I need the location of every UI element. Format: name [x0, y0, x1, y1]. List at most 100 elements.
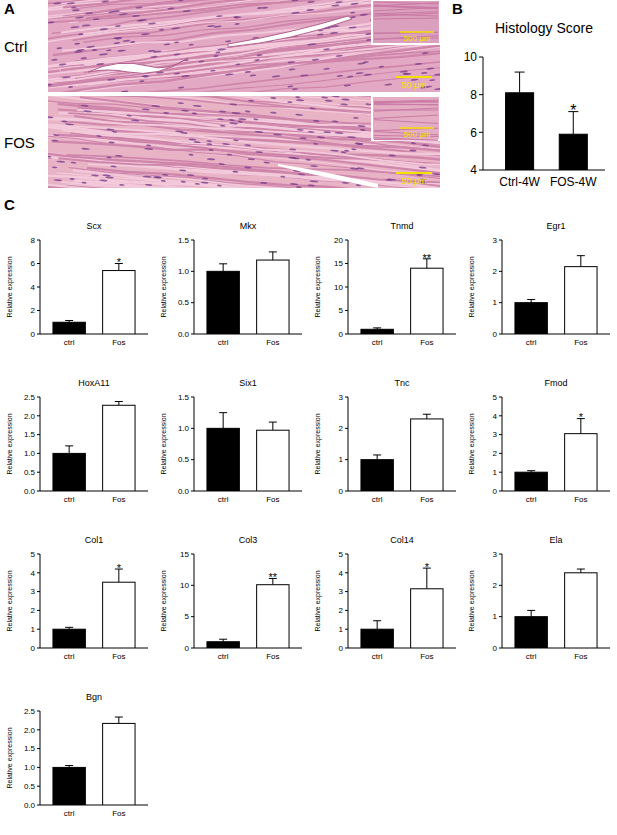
- y-tick: [37, 287, 40, 288]
- nucleus: [308, 131, 315, 133]
- inset-fiber: [374, 14, 438, 16]
- nucleus: [229, 119, 235, 121]
- y-tick: [37, 434, 40, 435]
- y-tick: [37, 453, 40, 454]
- y-axis-label: Relative expression: [314, 570, 322, 631]
- scale-bar: [396, 76, 432, 78]
- chart-title: HoxA11: [78, 378, 109, 388]
- y-tick-label: 3: [493, 430, 498, 439]
- nucleus: [244, 166, 252, 168]
- nucleus: [119, 13, 128, 16]
- nucleus: [62, 120, 68, 122]
- inset-fiber: [374, 115, 438, 118]
- bar-chart: HoxA11Relative expression0.00.51.01.52.0…: [6, 378, 148, 504]
- nucleus: [130, 41, 135, 43]
- nucleus: [143, 175, 152, 178]
- nucleus: [71, 26, 80, 29]
- y-tick: [345, 572, 348, 573]
- y-tick-label: 0: [339, 330, 344, 339]
- nucleus: [48, 155, 51, 157]
- bar: [207, 642, 239, 648]
- error-cap: [219, 639, 227, 640]
- nucleus: [298, 173, 305, 175]
- nucleus: [263, 161, 270, 163]
- nucleus: [194, 141, 201, 143]
- y-tick-label: 1: [339, 455, 344, 464]
- y-tick-label: 5: [339, 550, 344, 559]
- y-tick: [499, 434, 502, 435]
- y-tick: [345, 459, 348, 460]
- y-tick: [345, 310, 348, 311]
- y-axis-label: Relative expression: [160, 256, 168, 317]
- y-tick: [499, 648, 502, 649]
- y-tick: [345, 648, 348, 649]
- error-stem: [69, 446, 70, 454]
- x-tick-label: Fos: [266, 338, 279, 347]
- nucleus: [174, 41, 179, 43]
- y-tick: [191, 271, 194, 272]
- bar: [53, 767, 85, 805]
- plot-marks: [515, 569, 597, 648]
- nucleus: [257, 7, 262, 9]
- nucleus: [145, 184, 152, 186]
- y-tick-label: 4: [493, 412, 498, 421]
- nucleus: [421, 72, 428, 74]
- bar: [361, 629, 393, 648]
- error-cap: [115, 401, 123, 402]
- x-tick-label: Fos: [266, 495, 279, 504]
- nucleus: [218, 48, 227, 51]
- y-tick-label: 1.0: [24, 763, 36, 772]
- y-tick-label: 8: [31, 236, 36, 245]
- nucleus: [429, 79, 435, 81]
- y-tick: [37, 729, 40, 730]
- nucleus: [177, 102, 184, 104]
- panel-label: B: [452, 0, 463, 17]
- chart-title: Egr1: [546, 221, 565, 231]
- nucleus: [310, 180, 319, 183]
- error-cap: [373, 327, 381, 328]
- error-bar: [269, 422, 277, 430]
- nucleus: [355, 142, 364, 145]
- bar: [411, 268, 443, 334]
- nucleus: [99, 179, 107, 182]
- y-tick: [37, 648, 40, 649]
- y-tick: [191, 585, 194, 586]
- nucleus: [402, 72, 408, 74]
- x-tick-label: ctrl: [218, 338, 229, 347]
- nucleus: [101, 0, 109, 3]
- nucleus: [432, 173, 440, 175]
- error-stem: [223, 413, 224, 429]
- nucleus: [74, 50, 83, 53]
- nucleus: [366, 39, 372, 41]
- y-tick: [499, 616, 502, 617]
- y-axis: [502, 240, 503, 334]
- chart-title: Scx: [86, 221, 102, 231]
- plot-marks: [207, 413, 289, 491]
- nucleus: [179, 169, 186, 171]
- nucleus: [132, 15, 140, 18]
- y-tick-label: 2.0: [24, 726, 36, 735]
- nucleus: [108, 11, 115, 13]
- y-tick: [37, 415, 40, 416]
- histology-image: 500 μm50 μm: [29, 76, 480, 241]
- bar: [565, 573, 597, 648]
- y-tick-label: 3: [493, 236, 498, 245]
- error-cap: [423, 414, 431, 415]
- nucleus: [365, 103, 371, 105]
- nucleus: [347, 136, 356, 139]
- nucleus: [296, 99, 304, 102]
- y-tick-label: 2.5: [24, 393, 36, 402]
- y-tick-label: 4: [31, 569, 36, 578]
- nucleus: [59, 63, 67, 66]
- x-tick-label: Fos: [574, 495, 587, 504]
- bar: [257, 430, 289, 491]
- inset-scale-label: 500 μm: [404, 34, 431, 43]
- significance: *: [425, 561, 430, 573]
- bar: [515, 303, 547, 334]
- error-bar: [373, 455, 381, 460]
- nucleus: [323, 131, 330, 133]
- nucleus: [100, 28, 109, 31]
- nucleus: [295, 96, 301, 98]
- nucleus: [213, 55, 218, 57]
- nucleus: [113, 37, 122, 40]
